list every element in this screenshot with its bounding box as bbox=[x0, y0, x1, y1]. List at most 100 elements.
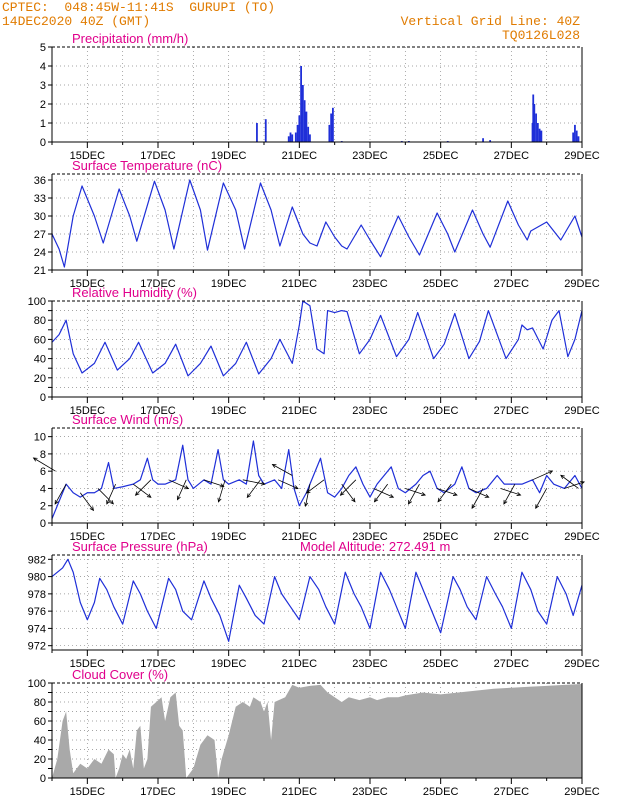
wind-arrow bbox=[305, 484, 311, 507]
wind-xtick-label: 19DEC bbox=[211, 531, 247, 543]
rh-ytick-label: 40 bbox=[34, 354, 46, 366]
precip-xtick-label: 27DEC bbox=[494, 150, 530, 162]
precip-bar bbox=[532, 94, 535, 142]
wind-arrow bbox=[341, 483, 356, 502]
precip-bar bbox=[256, 123, 258, 142]
cloud-xtick-label: 25DEC bbox=[423, 786, 459, 798]
precip-title: Precipitation (mm/h) bbox=[72, 31, 188, 46]
rh-xtick-label: 17DEC bbox=[140, 405, 176, 417]
wind-xtick-label: 15DEC bbox=[70, 531, 106, 543]
temp-ytick-label: 30 bbox=[34, 211, 46, 223]
wind-arrow bbox=[168, 479, 189, 489]
wind-xtick-label: 29DEC bbox=[564, 531, 600, 543]
precip-bar bbox=[303, 100, 306, 142]
wind-line bbox=[51, 440, 583, 519]
cloud-xtick-label: 17DEC bbox=[140, 786, 176, 798]
precip-bar bbox=[575, 130, 578, 142]
precip-xtick-label: 23DEC bbox=[352, 150, 388, 162]
wind-arrow bbox=[535, 488, 548, 509]
wind-arrow bbox=[306, 479, 325, 494]
precip-bar bbox=[538, 128, 541, 142]
wind-arrow bbox=[218, 479, 226, 502]
precip-bar bbox=[307, 126, 310, 142]
temp-ytick-label: 33 bbox=[34, 193, 46, 205]
wind-xtick-label: 25DEC bbox=[423, 531, 459, 543]
wind-panel: 0 2 4 6 8 10 15DEC 17DEC 19DEC 21DEC 23DEC 25DEC 27D… bbox=[32, 412, 600, 543]
rh-title: Relative Humidity (%) bbox=[72, 285, 197, 300]
wind-arrow bbox=[97, 488, 114, 505]
precip-xtick-label: 17DEC bbox=[140, 150, 176, 162]
pres-xtick-label: 21DEC bbox=[282, 658, 318, 670]
wind-arrow bbox=[133, 483, 152, 498]
temp-xtick-label: 27DEC bbox=[494, 278, 530, 290]
wind-ytick-label: 2 bbox=[40, 501, 46, 513]
wind-arrow-head bbox=[106, 499, 111, 505]
wind-ytick-label: 10 bbox=[34, 432, 46, 444]
wind-arrow-head bbox=[560, 474, 565, 479]
pres-xtick-label: 23DEC bbox=[352, 658, 388, 670]
precip-ytick-label: 4 bbox=[40, 61, 46, 73]
temp-ytick-label: 21 bbox=[34, 265, 46, 277]
wind-arrow bbox=[272, 464, 293, 476]
cloud-xtick-label: 27DEC bbox=[494, 786, 530, 798]
wind-arrow-head bbox=[89, 506, 95, 512]
precip-bar bbox=[300, 66, 302, 142]
wind-arrow bbox=[503, 483, 516, 505]
precip-xtick-label: 25DEC bbox=[423, 150, 459, 162]
wind-arrow-head bbox=[548, 470, 554, 475]
precip-bar bbox=[577, 136, 580, 142]
rh-xtick-label: 15DEC bbox=[70, 405, 106, 417]
precip-ytick-label: 3 bbox=[40, 80, 46, 92]
precip-bar bbox=[309, 134, 311, 142]
cloud-xtick-label: 19DEC bbox=[211, 786, 247, 798]
header-location: GURUPI (TO) bbox=[189, 0, 276, 15]
rh-panel: 0 20 40 60 80 100 15DEC 17DEC 19DEC 21DEC 23DEC 25D… bbox=[28, 285, 600, 417]
temp-ytick-label: 27 bbox=[34, 229, 46, 241]
wind-arrow bbox=[177, 479, 187, 500]
temp-xtick-label: 17DEC bbox=[140, 278, 176, 290]
wind-arrow bbox=[246, 479, 261, 498]
pres-panel: 972 974 976 978 980 982 15DEC 17DEC 19DEC 21DEC 23… bbox=[28, 539, 600, 670]
rh-ytick-label: 60 bbox=[34, 334, 46, 346]
wind-ytick-label: 6 bbox=[40, 466, 46, 478]
precip-bar bbox=[291, 134, 294, 142]
wind-arrow bbox=[374, 483, 388, 502]
temp-xtick-label: 29DEC bbox=[564, 278, 600, 290]
wind-arrow-head bbox=[305, 489, 311, 494]
temp-panel: 21 24 27 30 33 36 15DEC 17DEC 19DEC 21DEC 23DEC 25D… bbox=[34, 158, 600, 290]
wind-arrow-head bbox=[503, 499, 508, 505]
precip-bar bbox=[328, 124, 331, 142]
wind-arrow-head bbox=[389, 493, 395, 498]
wind-arrow bbox=[135, 479, 152, 496]
pres-xtick-label: 19DEC bbox=[211, 658, 247, 670]
header-grid-note: Vertical Grid Line: 40Z bbox=[400, 14, 580, 29]
wind-arrow bbox=[437, 488, 458, 496]
pres-xtick-label: 29DEC bbox=[564, 658, 600, 670]
precip-bar bbox=[332, 107, 334, 142]
temp-ytick-label: 36 bbox=[34, 175, 46, 187]
wind-arrow bbox=[408, 483, 420, 505]
wind-arrow-head bbox=[146, 493, 152, 498]
wind-arrow-head bbox=[32, 457, 38, 462]
cloud-ytick-label: 20 bbox=[34, 754, 46, 766]
pres-xtick-label: 25DEC bbox=[423, 658, 459, 670]
header-coords: 048:45W-11:41S bbox=[64, 0, 174, 15]
wind-ytick-label: 0 bbox=[40, 518, 46, 530]
cloud-ytick-label: 100 bbox=[28, 678, 46, 690]
precip-xtick-label: 29DEC bbox=[564, 150, 600, 162]
cloud-panel: 0 20 40 60 80 100 15DEC 17DEC 19DEC 21DEC 23DEC 25D… bbox=[28, 667, 600, 798]
rh-line bbox=[51, 300, 583, 377]
rh-ytick-label: 80 bbox=[34, 315, 46, 327]
wind-arrow-head bbox=[219, 483, 225, 488]
precip-bar bbox=[264, 119, 267, 142]
pres-grid bbox=[52, 555, 582, 650]
wind-arrow-head bbox=[184, 485, 190, 490]
rh-xtick-label: 25DEC bbox=[423, 405, 459, 417]
wind-arrow-head bbox=[437, 497, 442, 503]
pres-annotation: Model Altitude: 272.491 m bbox=[300, 539, 450, 554]
pres-line bbox=[51, 558, 583, 642]
cloud-xtick-label: 23DEC bbox=[352, 786, 388, 798]
wind-arrow bbox=[54, 483, 67, 505]
wind-arrow bbox=[468, 488, 489, 498]
